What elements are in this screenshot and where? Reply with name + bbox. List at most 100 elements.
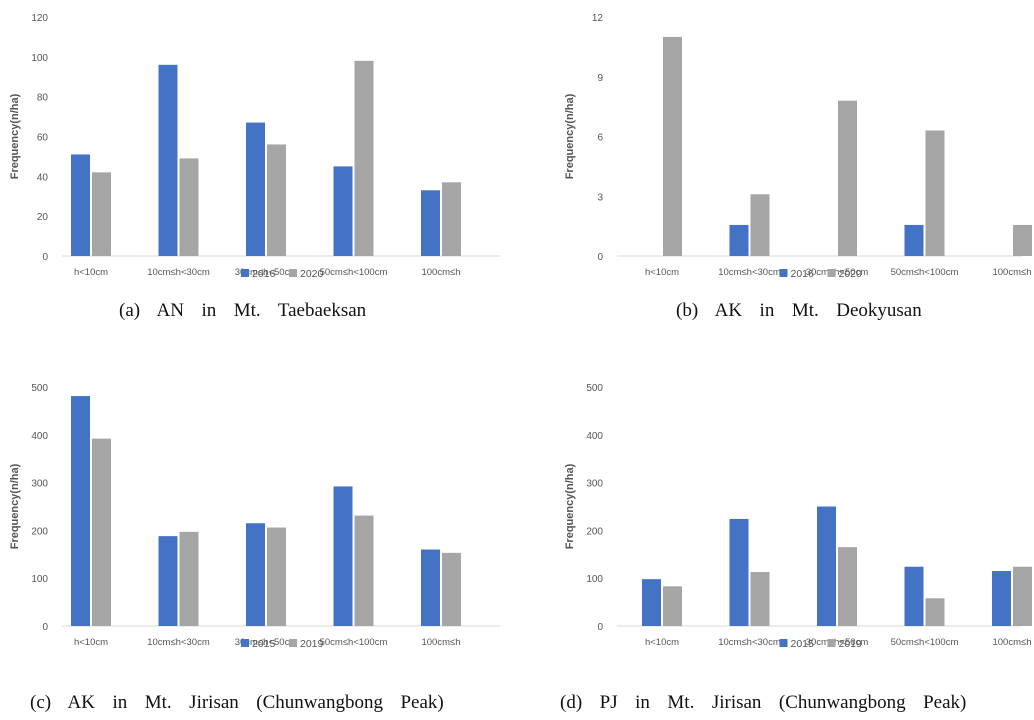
- legend-label-2019: 2019: [839, 638, 863, 650]
- bar-d-2019-0: [663, 586, 682, 626]
- chart-panel-d: 0 100 200 300 400 500 Frequency(n/ha) h<10cm 10c…: [517, 370, 1034, 650]
- caption-c: (c) AK in Mt. Jirisan (Chunwangbong Peak…: [30, 692, 444, 713]
- legend-label-2016: 2016: [252, 268, 276, 280]
- x-tick-label: 30cm≤h<50cm: [806, 267, 869, 278]
- y-tick-label: 40: [37, 172, 49, 183]
- bar-d-2015-2: [817, 506, 836, 626]
- y-axis-label: Frequency(n/ha): [564, 463, 576, 549]
- legend-label-2020: 2020: [839, 268, 863, 280]
- bar-d-2019-4: [1013, 566, 1032, 626]
- bar-c-2015-1: [158, 536, 178, 626]
- legend-label-2019: 2019: [300, 638, 324, 650]
- y-tick-label: 500: [586, 383, 603, 394]
- y-tick-label: 100: [586, 574, 603, 585]
- x-tick-label: 50cm≤h<100cm: [891, 267, 959, 278]
- bar-chart-c: 0 100 200 300 400 500 Frequency(n/ha) h<10cm 10c…: [9, 383, 500, 650]
- bar-d-2015-4: [992, 571, 1011, 626]
- legend-swatch-2019: [827, 639, 836, 647]
- bar-c-2015-0: [71, 396, 90, 626]
- bar-b-2020-1: [750, 194, 770, 256]
- y-tick-label: 60: [37, 133, 49, 144]
- x-tick-label: 50cm≤h<100cm: [320, 637, 388, 648]
- y-tick-label: 400: [586, 431, 603, 442]
- y-tick-label: 0: [597, 252, 603, 263]
- bar-a-2016-4: [421, 190, 440, 256]
- bar-d-2015-3: [904, 566, 924, 626]
- bar-d-2015-0: [642, 579, 661, 626]
- chart-panel-b: 0 3 6 9 12 Frequency(n/ha) h<10cm 10cm≤h<30cm 30…: [517, 0, 1034, 280]
- x-tick-label: 100cm≤h: [992, 637, 1031, 648]
- bar-d-2019-1: [750, 571, 770, 626]
- bar-a-2016-0: [71, 154, 90, 256]
- bar-a-2020-4: [442, 182, 461, 256]
- y-tick-label: 9: [597, 73, 603, 84]
- bar-d-2019-2: [838, 547, 857, 626]
- bar-a-2016-1: [158, 64, 178, 256]
- legend-swatch-2019: [289, 639, 297, 647]
- y-tick-label: 12: [592, 13, 604, 24]
- bar-b-2020-4: [1013, 224, 1032, 256]
- legend-swatch-2015: [241, 639, 249, 647]
- y-tick-label: 0: [42, 252, 48, 263]
- y-tick-label: 200: [31, 526, 48, 537]
- caption-b: (b) AK in Mt. Deokyusan: [676, 300, 922, 321]
- legend-swatch-2020: [827, 269, 836, 277]
- x-tick-label: 30cm≤h<50cm: [235, 637, 298, 648]
- y-tick-label: 3: [597, 192, 603, 203]
- y-tick-label: 100: [31, 574, 48, 585]
- bar-b-2016-3: [904, 224, 924, 256]
- x-tick-label: 50cm≤h<100cm: [891, 637, 959, 648]
- bar-c-2019-4: [442, 552, 461, 626]
- x-tick-label: h<10cm: [74, 637, 108, 648]
- x-tick-label: 10cm≤h<30cm: [147, 637, 210, 648]
- bar-b-2020-3: [925, 130, 945, 256]
- y-tick-label: 500: [31, 383, 48, 394]
- legend-label-2015: 2015: [791, 638, 815, 650]
- bar-c-2019-0: [92, 438, 111, 626]
- bar-d-2015-1: [729, 518, 749, 626]
- legend-label-2015: 2015: [252, 638, 276, 650]
- bar-chart-d: 0 100 200 300 400 500 Frequency(n/ha) h<10cm 10c…: [564, 383, 1032, 650]
- bar-a-2020-0: [92, 172, 111, 256]
- y-axis-label: Frequency(n/ha): [9, 463, 21, 549]
- bar-b-2020-2: [838, 100, 857, 257]
- y-tick-label: 20: [37, 212, 49, 223]
- y-axis-label: Frequency(n/ha): [564, 93, 576, 179]
- bar-c-2015-4: [421, 549, 440, 626]
- y-tick-label: 400: [31, 431, 48, 442]
- x-tick-label: 30cm≤h<50cm: [235, 267, 298, 278]
- x-tick-label: 50cm≤h<100cm: [320, 267, 388, 278]
- bar-a-2016-2: [246, 122, 265, 256]
- y-tick-label: 6: [597, 133, 603, 144]
- caption-a: (a) AN in Mt. Taebaeksan: [119, 300, 367, 321]
- bar-chart-a: 0 20 40 60 80 100 120 Frequency(n/ha) h<10cm 10cm…: [9, 13, 500, 280]
- y-tick-label: 120: [31, 13, 48, 24]
- legend-label-2016: 2016: [791, 268, 815, 280]
- x-tick-label: h<10cm: [74, 267, 108, 278]
- y-axis-label: Frequency(n/ha): [9, 93, 21, 179]
- y-tick-label: 300: [586, 479, 603, 490]
- bar-c-2015-3: [333, 486, 353, 626]
- x-tick-label: h<10cm: [645, 267, 679, 278]
- bar-d-2019-3: [925, 598, 945, 626]
- bar-b-2020-0: [663, 36, 682, 256]
- bar-a-2020-1: [179, 158, 199, 256]
- x-tick-label: 30cm≤h<50cm: [806, 637, 869, 648]
- x-tick-label: 100cm≤h: [992, 267, 1031, 278]
- y-tick-label: 0: [42, 622, 48, 633]
- bar-chart-b: 0 3 6 9 12 Frequency(n/ha) h<10cm 10cm≤h<30cm 30…: [564, 13, 1032, 280]
- bar-c-2015-2: [246, 523, 265, 626]
- y-tick-label: 0: [597, 622, 603, 633]
- x-tick-label: 10cm≤h<30cm: [718, 637, 781, 648]
- bar-b-2016-1: [729, 224, 749, 256]
- x-tick-label: 100cm≤h: [421, 267, 460, 278]
- bar-c-2019-2: [267, 527, 286, 626]
- y-tick-label: 100: [31, 53, 48, 64]
- y-tick-label: 80: [37, 93, 49, 104]
- bar-c-2019-3: [354, 515, 374, 626]
- bar-a-2020-2: [267, 144, 286, 256]
- x-tick-label: 10cm≤h<30cm: [718, 267, 781, 278]
- legend-swatch-2016: [241, 269, 249, 277]
- chart-panel-a: 0 20 40 60 80 100 120 Frequency(n/ha) h<10cm 10cm…: [0, 0, 517, 280]
- legend-swatch-2015: [779, 639, 788, 647]
